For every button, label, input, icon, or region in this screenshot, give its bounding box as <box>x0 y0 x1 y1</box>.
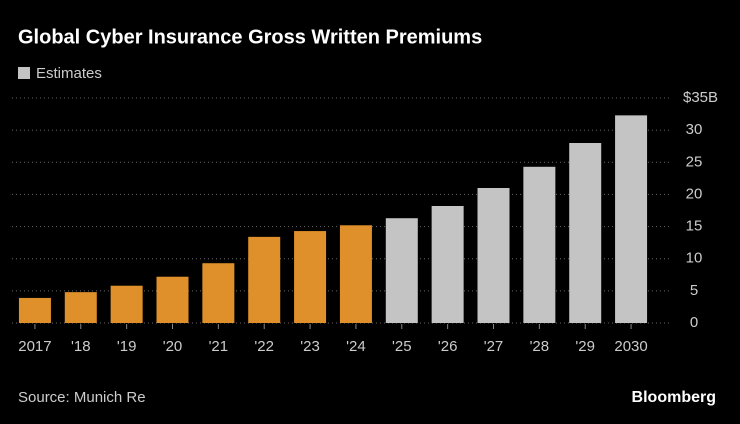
brand: Bloomberg <box>632 389 716 406</box>
bar <box>385 218 418 323</box>
y-tick-label: $35B <box>683 89 718 106</box>
bar <box>569 143 602 323</box>
bar <box>339 225 372 323</box>
x-tick-label: '24 <box>346 338 366 355</box>
x-tick-label: '28 <box>530 338 550 355</box>
x-tick-label: 2030 <box>614 338 647 355</box>
x-tick-label: '20 <box>163 338 183 355</box>
y-tick-label: 15 <box>686 218 703 235</box>
y-tick-label: 10 <box>686 250 703 267</box>
bar <box>18 297 51 323</box>
y-tick-label: 20 <box>686 185 703 202</box>
bar <box>64 292 97 323</box>
bar <box>523 166 556 323</box>
x-tick-label: 2017 <box>18 338 51 355</box>
x-tick-label: '26 <box>438 338 458 355</box>
x-tick-label: '23 <box>300 338 320 355</box>
x-tick-label: '19 <box>117 338 137 355</box>
bar <box>156 276 189 323</box>
y-tick-label: 5 <box>690 282 698 299</box>
bar <box>477 188 510 323</box>
bar <box>431 206 464 323</box>
chart-title: Global Cyber Insurance Gross Written Pre… <box>18 26 482 48</box>
bar <box>294 231 327 323</box>
x-tick-label: '29 <box>575 338 595 355</box>
x-tick-label: '22 <box>254 338 274 355</box>
x-tick-label: '21 <box>209 338 229 355</box>
legend-swatch <box>18 67 30 79</box>
x-tick-label: '25 <box>392 338 412 355</box>
legend-label: Estimates <box>36 65 102 82</box>
bar <box>202 263 235 323</box>
x-tick-label: '27 <box>484 338 504 355</box>
source: Source: Munich Re <box>18 389 146 406</box>
y-tick-label: 0 <box>690 314 698 331</box>
x-tick-label: '18 <box>71 338 91 355</box>
bar <box>615 115 648 323</box>
bar <box>110 285 143 323</box>
y-tick-label: 25 <box>686 153 703 170</box>
y-tick-label: 30 <box>686 121 703 138</box>
bar <box>248 236 281 323</box>
